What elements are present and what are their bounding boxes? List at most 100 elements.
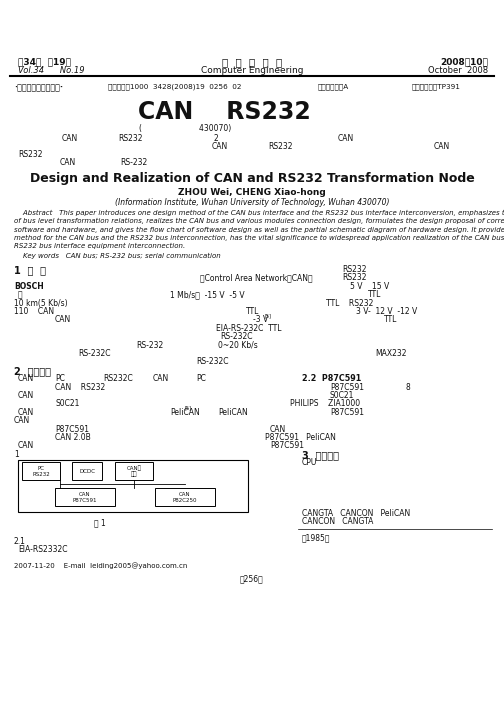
Text: (                        430070): ( 430070): [139, 124, 231, 133]
Text: 位: 位: [18, 290, 23, 299]
Bar: [22, 462, 60, 480]
Text: TTL: TTL: [368, 290, 382, 299]
Text: CAN: CAN: [434, 142, 450, 151]
Text: RS-232C: RS-232C: [196, 357, 228, 366]
Text: DCDC: DCDC: [79, 468, 95, 473]
Text: Abstract   This paper introduces one design method of the CAN bus interface and : Abstract This paper introduces one desig…: [14, 210, 504, 216]
Text: CAN    RS232: CAN RS232: [55, 383, 105, 391]
Text: CAN: CAN: [338, 134, 354, 143]
Text: S0C21: S0C21: [330, 391, 354, 400]
Text: （Control Area Network，CAN）: （Control Area Network，CAN）: [200, 273, 312, 282]
Text: RS-232C: RS-232C: [78, 349, 110, 358]
Text: Key words   CAN bus; RS-232 bus; serial communication: Key words CAN bus; RS-232 bus; serial co…: [14, 253, 221, 259]
Text: CAN
P87C591: CAN P87C591: [73, 492, 97, 503]
Text: CAN: CAN: [18, 391, 34, 400]
Text: CANGTA   CANCON   PeliCAN: CANGTA CANCON PeliCAN: [302, 508, 410, 518]
Text: PC
RS232: PC RS232: [32, 466, 50, 476]
Text: PHILIPS    ZIA1000: PHILIPS ZIA1000: [290, 399, 360, 409]
Text: CAN: CAN: [270, 425, 286, 434]
Text: 2007-11-20    E-mail  leiding2005@yahoo.com.cn: 2007-11-20 E-mail leiding2005@yahoo.com.…: [14, 562, 187, 569]
Text: 10 km(5 Kb/s): 10 km(5 Kb/s): [14, 299, 68, 307]
Text: 110    CAN: 110 CAN: [14, 307, 54, 316]
Text: RS-232C: RS-232C: [220, 332, 253, 342]
Text: method for the CAN bus and the RS232 bus interconnection, has the vital signific: method for the CAN bus and the RS232 bus…: [14, 235, 504, 241]
Text: 文章编号：1000  3428(2008)19  0256  02: 文章编号：1000 3428(2008)19 0256 02: [108, 83, 241, 90]
Text: CAN: CAN: [18, 441, 34, 451]
Text: TTL    RS232: TTL RS232: [326, 299, 373, 307]
Text: RS232: RS232: [18, 150, 42, 159]
Text: PC: PC: [196, 374, 206, 383]
Text: PC: PC: [55, 374, 65, 383]
Bar: [18, 460, 248, 512]
Text: 图 1: 图 1: [94, 518, 106, 527]
Text: ·工程应用技术与实现·: ·工程应用技术与实现·: [14, 83, 63, 92]
Text: 中图分类号：TP391: 中图分类号：TP391: [412, 83, 461, 90]
Text: P87C591   PeliCAN: P87C591 PeliCAN: [265, 433, 336, 442]
Text: （1985）: （1985）: [302, 533, 331, 542]
Text: RS232 bus interface equipment interconnection.: RS232 bus interface equipment interconne…: [14, 243, 185, 249]
Text: CANCON   CANGTA: CANCON CANGTA: [302, 517, 373, 525]
Text: 1  引  言: 1 引 言: [14, 265, 46, 275]
Text: CAN: CAN: [212, 142, 228, 151]
Text: ZHOU Wei, CHENG Xiao-hong: ZHOU Wei, CHENG Xiao-hong: [178, 188, 326, 197]
Text: Design and Realization of CAN and RS232 Transformation Node: Design and Realization of CAN and RS232 …: [30, 172, 474, 185]
Text: TTL: TTL: [246, 307, 260, 316]
Text: PeliCAN: PeliCAN: [218, 408, 248, 417]
Text: －256－: －256－: [240, 575, 264, 584]
Text: 5 V    15 V: 5 V 15 V: [350, 282, 389, 291]
Text: -3 V: -3 V: [253, 315, 268, 324]
Text: PeliCAN: PeliCAN: [170, 408, 200, 417]
Text: EIA-RS2332C: EIA-RS2332C: [18, 545, 68, 555]
Text: CAN: CAN: [18, 408, 34, 417]
Text: RS-232: RS-232: [136, 341, 163, 349]
Text: BOSCH: BOSCH: [14, 282, 44, 291]
Bar: [115, 462, 153, 480]
Text: of bus level transformation relations, realizes the CAN bus and various modules : of bus level transformation relations, r…: [14, 218, 504, 225]
Text: P87C591: P87C591: [270, 441, 304, 451]
Text: 计  算  机  工  程: 计 算 机 工 程: [222, 57, 282, 67]
Text: (Information Institute, Wuhan University of Technology, Wuhan 430070): (Information Institute, Wuhan University…: [115, 198, 389, 207]
Text: TTL: TTL: [384, 315, 397, 324]
Text: CAN: CAN: [18, 374, 34, 383]
Text: 2  硬件设计: 2 硬件设计: [14, 366, 51, 376]
Text: RS-232: RS-232: [120, 158, 147, 167]
Text: 1: 1: [14, 450, 19, 458]
Text: RS232: RS232: [342, 273, 366, 282]
Text: software and hardware, and gives the flow chart of software design as well as th: software and hardware, and gives the flo…: [14, 227, 504, 232]
Text: CAN: CAN: [60, 158, 76, 167]
Text: 文献标识码：A: 文献标识码：A: [318, 83, 349, 90]
Text: CAN: CAN: [153, 374, 169, 383]
Bar: [55, 488, 115, 506]
Text: Computer Engineering: Computer Engineering: [201, 66, 303, 75]
Text: CPU: CPU: [302, 458, 318, 467]
Text: [5]: [5]: [185, 406, 192, 411]
Text: [5]: [5]: [265, 314, 272, 319]
Text: 8: 8: [405, 383, 410, 391]
Text: P87C591: P87C591: [330, 383, 364, 391]
Text: EIA-RS-232C  TTL: EIA-RS-232C TTL: [216, 324, 282, 333]
Text: 1 Mb/s，  -15 V  -5 V: 1 Mb/s， -15 V -5 V: [170, 290, 244, 299]
Text: 2008年10月: 2008年10月: [440, 57, 488, 66]
Text: 3 V-  12 V  -12 V: 3 V- 12 V -12 V: [356, 307, 417, 316]
Text: 第34卷  第19期: 第34卷 第19期: [18, 57, 71, 66]
Text: 2.1: 2.1: [14, 537, 26, 546]
Text: P87C591: P87C591: [330, 408, 364, 417]
Text: P87C591: P87C591: [55, 425, 89, 434]
Text: MAX232: MAX232: [375, 349, 407, 358]
Text: 0~20 Kb/s: 0~20 Kb/s: [218, 341, 258, 349]
Bar: [155, 488, 215, 506]
Text: S0C21: S0C21: [55, 399, 79, 409]
Text: RS232: RS232: [118, 134, 143, 143]
Text: CAN收
发器: CAN收 发器: [127, 465, 142, 477]
Text: CAN    RS232: CAN RS232: [138, 100, 311, 124]
Text: RS232C: RS232C: [103, 374, 133, 383]
Text: RS232: RS232: [342, 265, 366, 274]
Text: 2: 2: [214, 134, 219, 143]
Text: RS232: RS232: [268, 142, 292, 151]
Text: 2.2  P87C591: 2.2 P87C591: [302, 374, 361, 383]
Text: CAN
P82C250: CAN P82C250: [173, 492, 197, 503]
Text: CAN 2.0B: CAN 2.0B: [55, 433, 91, 442]
Text: October  2008: October 2008: [428, 66, 488, 75]
Text: Vol.34      No.19: Vol.34 No.19: [18, 66, 85, 75]
Text: 3  软件设计: 3 软件设计: [302, 450, 339, 460]
